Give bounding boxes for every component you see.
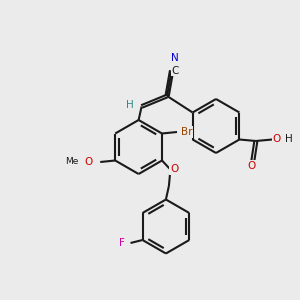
Text: Me: Me: [65, 158, 78, 166]
Text: O: O: [273, 134, 281, 145]
Text: O: O: [84, 157, 92, 167]
Text: O: O: [247, 161, 256, 171]
Text: Br: Br: [181, 127, 192, 137]
Text: F: F: [118, 238, 124, 248]
Text: O: O: [170, 164, 178, 175]
Text: C: C: [172, 65, 179, 76]
Text: H: H: [126, 100, 134, 110]
Text: N: N: [171, 53, 179, 63]
Text: H: H: [285, 134, 293, 145]
